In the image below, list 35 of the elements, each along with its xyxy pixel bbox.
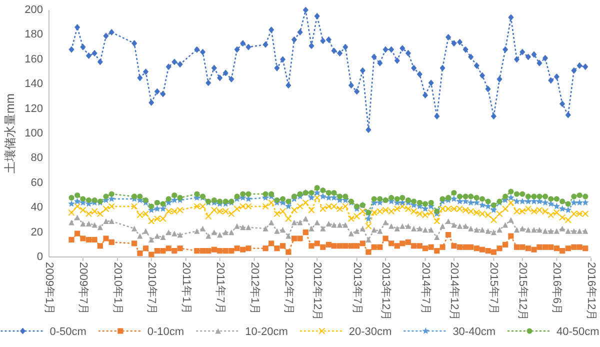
x-tick-label: 2016年6月 [550, 262, 563, 315]
y-tick-label: 180 [24, 28, 43, 41]
x-tick-label: 2013年12月 [380, 262, 392, 321]
x-tick-label: 2009年7月 [76, 262, 89, 315]
y-tick-label: 140 [24, 78, 43, 90]
legend-label: 0-10cm [147, 326, 184, 338]
x-tick-label: 2014年7月 [419, 262, 432, 315]
x-tick-label: 2014年12月 [448, 262, 460, 321]
y-tick-label: 0 [36, 251, 43, 263]
legend-label: 40-50cm [556, 326, 600, 338]
x-tick-label: 2009年1月 [43, 262, 55, 315]
y-tick-label: 160 [24, 53, 43, 66]
y-tick-label: 200 [24, 4, 43, 16]
x-tick-label: 2010年1月 [111, 262, 124, 315]
x-tick-label: 2011年1月 [180, 262, 192, 314]
y-axis-title: 土壤储水量mm [3, 94, 17, 174]
x-tick-label: 2012年7月 [282, 262, 294, 315]
y-tick-label: 120 [24, 102, 43, 115]
legend-label: 0-50cm [50, 326, 86, 338]
legend-label: 10-20cm [245, 326, 288, 338]
x-tick-label: 2010年7月 [145, 262, 158, 315]
x-tick-label: 2012年12月 [311, 262, 324, 321]
x-tick-label: 2011年7月 [214, 262, 226, 314]
legend-label: 20-30cm [348, 326, 392, 338]
y-tick-label: 100 [24, 128, 43, 140]
x-tick-label: 2015年12月 [516, 262, 528, 321]
x-tick-label: 2015年7月 [488, 262, 500, 315]
legend-label: 30-40cm [452, 326, 496, 338]
x-tick-label: 2013年7月 [350, 262, 363, 315]
y-tick-label: 40 [30, 202, 43, 214]
x-tick-label: 2012年1月 [248, 262, 260, 315]
y-tick-label: 80 [30, 152, 43, 164]
y-tick-label: 60 [30, 176, 43, 189]
y-tick-label: 20 [30, 226, 43, 238]
x-tick-label: 2016年12月 [585, 262, 597, 321]
